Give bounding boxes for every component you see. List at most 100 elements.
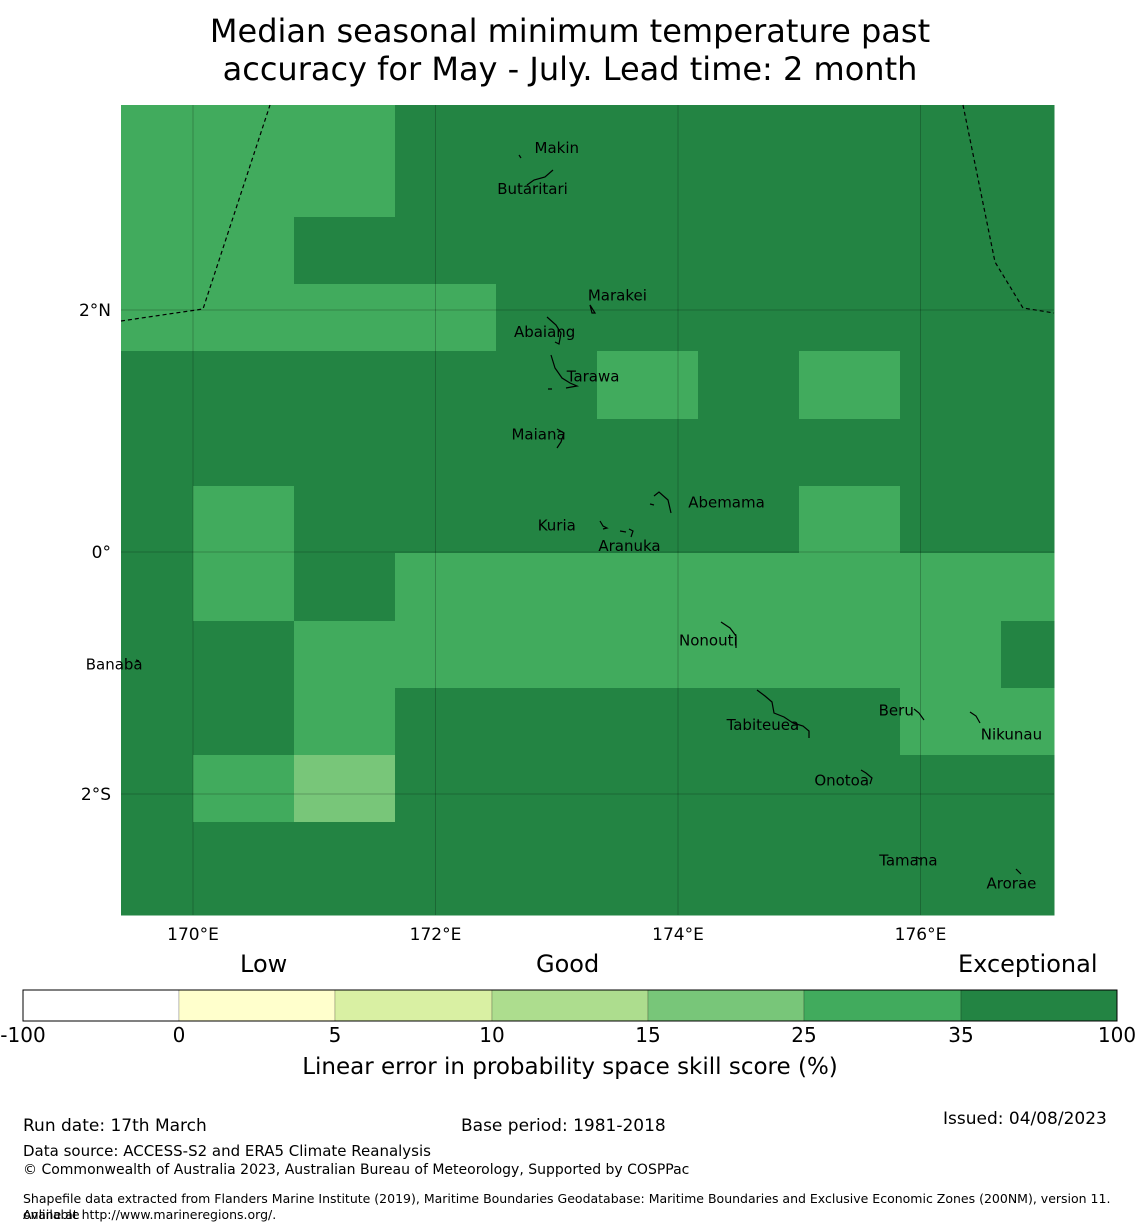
grid-cell xyxy=(121,105,194,218)
grid-cell xyxy=(900,553,1002,622)
skill-score-map: Makin Butaritari Marakei Abaiang Tarawa Maian… xyxy=(79,104,1055,945)
grid-cell xyxy=(1001,621,1055,689)
grid-cell xyxy=(294,419,396,487)
grid-cell xyxy=(496,105,598,218)
grid-cell xyxy=(698,486,800,554)
grid-cell xyxy=(121,284,194,352)
island-label-abemama: Abemama xyxy=(688,493,765,511)
grid-cell xyxy=(1001,217,1055,285)
island-outline-kuria xyxy=(599,520,609,530)
grid-cell xyxy=(900,217,1002,285)
island-label-nonouti: Nonouti xyxy=(679,631,738,649)
y-tick-label: 0° xyxy=(92,543,111,563)
grid-cell xyxy=(496,486,598,554)
grid-cell xyxy=(597,105,699,218)
grid-cell xyxy=(395,688,497,756)
grid-cell xyxy=(698,105,800,218)
grid-cell xyxy=(698,621,800,689)
grid-cell xyxy=(1001,755,1055,823)
grid-cell xyxy=(900,755,1002,823)
grid-cell xyxy=(395,621,497,689)
grid-cell xyxy=(121,217,194,285)
grid-cell xyxy=(597,688,699,756)
island-labels: Makin Butaritari Marakei Abaiang Tarawa Maian… xyxy=(86,139,1042,893)
grid-cell xyxy=(395,105,497,218)
grid-cell xyxy=(294,621,396,689)
colorbar-bin xyxy=(334,989,493,1022)
eez-boundary-east xyxy=(962,104,1055,314)
grid-cell xyxy=(121,755,194,823)
grid-cell xyxy=(698,217,800,285)
map-title-line-1: Median seasonal minimum temperature past xyxy=(209,12,931,50)
island-outline-beru xyxy=(913,708,925,721)
grid-cell xyxy=(193,755,295,823)
island-outline-arorae xyxy=(1015,868,1022,875)
grid-cell xyxy=(395,284,497,352)
grid-cell xyxy=(294,755,396,823)
x-tick-label: 170°E xyxy=(167,925,219,945)
grid-cell xyxy=(597,351,699,420)
grid-cell xyxy=(395,822,497,916)
island-label-beru: Beru xyxy=(879,702,914,720)
colorbar-bin xyxy=(960,989,1118,1022)
grid-cell xyxy=(496,553,598,622)
colorbar-tick: 10 xyxy=(479,1023,505,1047)
island-outline-marakei xyxy=(589,304,597,314)
island-outline-tabiteuea xyxy=(756,689,810,738)
island-label-arorae: Arorae xyxy=(987,875,1037,893)
colorbar-bin xyxy=(22,989,180,1022)
island-label-tarawa: Tarawa xyxy=(566,368,620,386)
grid-cell xyxy=(121,688,194,756)
island-label-kuria: Kuria xyxy=(538,516,576,534)
grid-cell xyxy=(900,351,1002,420)
island-outline-abaiang xyxy=(546,316,562,345)
grid-cell xyxy=(193,553,295,622)
island-label-maiana: Maiana xyxy=(511,426,565,444)
copyright: © Commonwealth of Australia 2023, Austra… xyxy=(23,1162,690,1178)
grid-cell xyxy=(799,621,901,689)
grid-cell xyxy=(597,822,699,916)
grid-cell xyxy=(294,688,396,756)
eez-boundary-lines xyxy=(120,104,1055,322)
grid-cell xyxy=(496,351,598,420)
grid-cell xyxy=(1001,419,1055,487)
island-outlines xyxy=(135,154,1022,875)
grid-cell xyxy=(1001,105,1055,218)
graticule xyxy=(121,105,1054,915)
grid-cell xyxy=(395,486,497,554)
grid-cell xyxy=(698,419,800,487)
grid-cell xyxy=(395,755,497,823)
grid-cell xyxy=(496,217,598,285)
grid-cell xyxy=(193,217,295,285)
base-period: Base period: 1981-2018 xyxy=(461,1116,666,1136)
grid-cell xyxy=(496,822,598,916)
grid-cell xyxy=(799,351,901,420)
island-label-makin: Makin xyxy=(535,139,580,157)
grid-cell xyxy=(799,755,901,823)
grid-cell xyxy=(597,553,699,622)
shapefile-credit-line-2: online at http://www.marineregions.org/. xyxy=(23,1207,277,1222)
colorbar-tick: 5 xyxy=(328,1023,342,1047)
grid-cell xyxy=(496,755,598,823)
x-tick-label: 176°E xyxy=(895,925,947,945)
grid-cell xyxy=(900,688,1002,756)
island-outline-tamana xyxy=(915,856,921,860)
grid-cell xyxy=(799,105,901,218)
island-outline-onotoa xyxy=(860,769,873,785)
colorbar-bin xyxy=(803,989,962,1022)
grid-cell xyxy=(395,351,497,420)
grid-cell xyxy=(294,486,396,554)
island-label-abaiang: Abaiang xyxy=(514,323,575,341)
category-good-label: Good xyxy=(536,950,600,978)
grid-cell xyxy=(900,822,1002,916)
grid-cell xyxy=(121,419,194,487)
grid-cell xyxy=(121,822,194,916)
grid-cell xyxy=(1001,351,1055,420)
island-outline-maiana xyxy=(556,428,565,449)
island-outline-abemama xyxy=(649,491,672,514)
grid-cell xyxy=(193,351,295,420)
grid-cell xyxy=(597,419,699,487)
island-outline-butaritari xyxy=(526,169,554,186)
grid-cell xyxy=(698,688,800,756)
grid-cell xyxy=(597,755,699,823)
